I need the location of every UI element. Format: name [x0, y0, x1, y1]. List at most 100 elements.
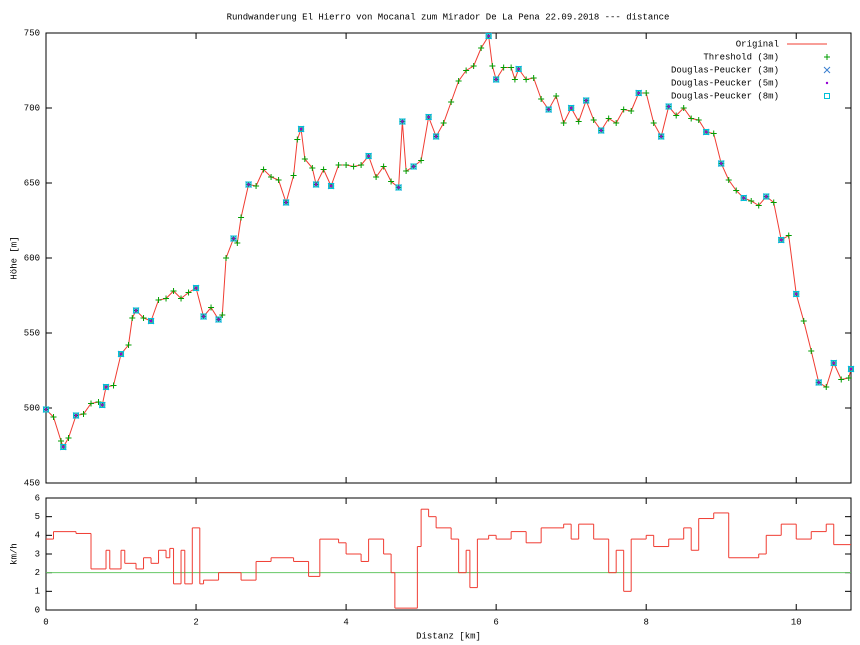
- x-tick-label: 6: [493, 617, 498, 627]
- marker-plus: [613, 120, 620, 126]
- marker-plus: [530, 75, 537, 81]
- marker-dot: [62, 445, 65, 449]
- marker-plus: [129, 315, 136, 321]
- marker-plus: [388, 178, 395, 185]
- marker-plus: [234, 240, 241, 246]
- marker-plus: [733, 187, 740, 194]
- marker-square: [73, 412, 80, 419]
- y-tick-label: 6: [35, 493, 40, 503]
- marker-plus: [508, 64, 515, 71]
- marker-dot: [101, 403, 104, 407]
- marker-plus: [845, 375, 852, 381]
- marker-plus: [320, 166, 327, 173]
- marker-plus: [590, 117, 597, 123]
- marker-dot: [780, 238, 783, 242]
- marker-square: [763, 193, 770, 200]
- y-tick-label: 650: [24, 178, 40, 188]
- marker-dot: [795, 292, 798, 296]
- x-tick-label: 8: [643, 617, 648, 627]
- marker-dot: [44, 408, 48, 411]
- y-axis-label: Höhe [m]: [9, 236, 19, 279]
- marker-square: [245, 181, 252, 188]
- marker-dot: [599, 129, 603, 132]
- marker-plus: [275, 177, 282, 183]
- x-tick-label: 10: [791, 617, 802, 627]
- marker-square: [485, 33, 492, 39]
- marker-plus: [155, 297, 162, 303]
- marker-dot: [637, 91, 640, 95]
- marker-plus: [748, 198, 755, 204]
- marker-square: [118, 351, 125, 357]
- marker-plus: [688, 115, 695, 122]
- marker-dot: [547, 108, 550, 111]
- marker-square: [545, 106, 552, 113]
- marker-square: [200, 313, 207, 320]
- marker-plus: [500, 64, 507, 71]
- legend-swatch: [824, 93, 830, 99]
- marker-plus: [523, 76, 530, 83]
- marker-square: [583, 97, 590, 104]
- marker-dot: [517, 67, 520, 71]
- legend-swatch: [825, 81, 829, 85]
- marker-plus: [80, 411, 87, 417]
- marker-plus: [785, 232, 792, 239]
- x-tick-label: 2: [193, 617, 198, 627]
- marker-square: [399, 118, 406, 125]
- marker-plus: [125, 342, 132, 348]
- marker-plus: [643, 90, 650, 96]
- marker-plus: [301, 156, 308, 162]
- marker-plus: [470, 63, 477, 69]
- y-tick-label: 750: [24, 28, 40, 38]
- marker-dot: [329, 184, 333, 188]
- marker-dot: [742, 196, 745, 200]
- marker-plus: [440, 120, 447, 126]
- marker-dot: [412, 165, 415, 168]
- plot-frame: [45, 497, 852, 611]
- marker-dot: [817, 381, 820, 384]
- marker-square: [313, 181, 320, 188]
- marker-plus: [463, 67, 470, 74]
- marker-plus: [808, 348, 815, 354]
- marker-square: [848, 366, 854, 372]
- marker-dot: [849, 367, 853, 371]
- marker-dot: [149, 319, 153, 323]
- marker-plus: [170, 288, 177, 294]
- marker-dot: [134, 309, 138, 312]
- marker-plus: [560, 120, 567, 126]
- marker-square: [658, 133, 665, 140]
- legend-label: Original: [736, 39, 779, 49]
- marker-plus: [755, 202, 762, 209]
- marker-plus: [65, 435, 72, 441]
- marker-dot: [705, 130, 708, 134]
- marker-plus: [358, 162, 365, 168]
- x-tick-label: 4: [343, 617, 348, 627]
- marker-plus: [489, 63, 496, 69]
- marker-square: [193, 285, 200, 291]
- marker-dot: [247, 183, 250, 186]
- marker-plus: [605, 115, 612, 122]
- marker-plus: [178, 295, 185, 302]
- marker-plus: [800, 318, 807, 324]
- marker-plus: [185, 289, 192, 296]
- marker-square: [515, 66, 522, 72]
- marker-square: [425, 114, 432, 120]
- marker-plus: [448, 99, 455, 105]
- chart-title: Rundwanderung El Hierro von Mocanal zum …: [227, 12, 670, 22]
- marker-plus: [373, 174, 380, 180]
- marker-dot: [667, 105, 670, 108]
- marker-plus: [628, 108, 635, 114]
- legend-label: Douglas-Peucker (8m): [671, 91, 779, 101]
- marker-plus: [335, 162, 342, 168]
- marker-plus: [511, 76, 518, 83]
- marker-dot: [232, 237, 235, 240]
- marker-plus: [268, 174, 275, 180]
- marker-plus: [208, 304, 215, 311]
- y-tick-label: 600: [24, 253, 40, 263]
- marker-plus: [478, 45, 485, 51]
- marker-square: [778, 237, 785, 243]
- marker-dot: [367, 154, 370, 158]
- marker-square: [283, 199, 290, 206]
- marker-plus: [538, 96, 545, 102]
- marker-dot: [397, 186, 400, 189]
- y-tick-label: 4: [35, 531, 40, 541]
